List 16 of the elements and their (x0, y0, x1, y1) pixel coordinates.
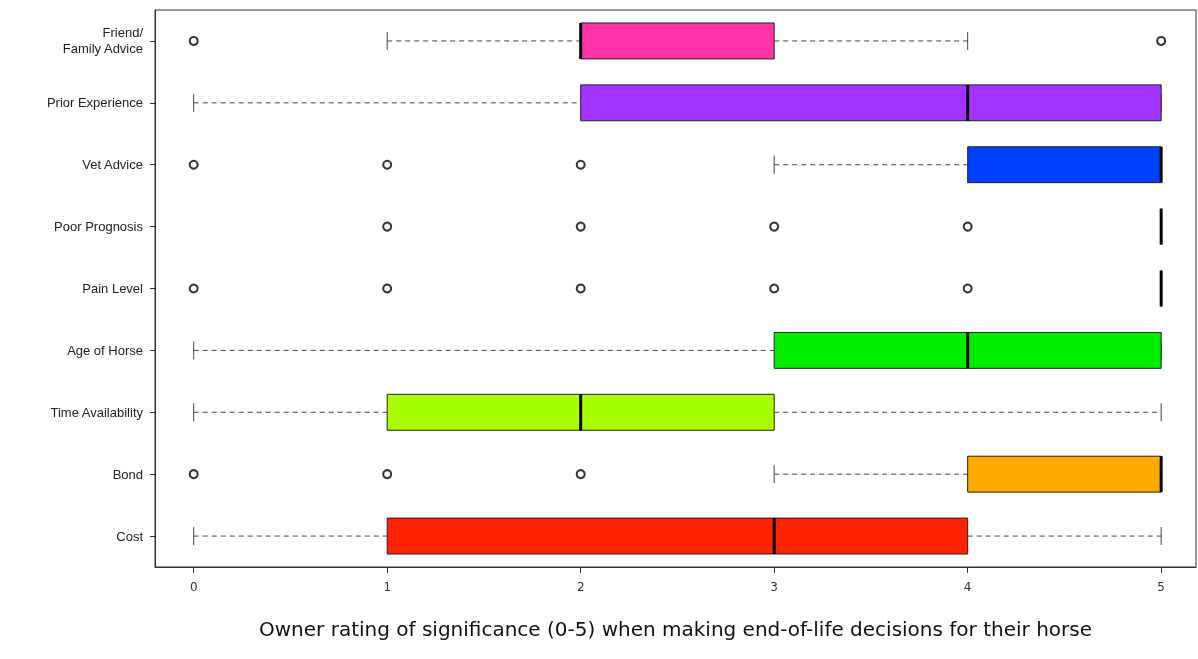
y-tick-label: Pain Level (82, 281, 144, 296)
y-tick-label: Time Availability (50, 404, 144, 420)
x-tick-label: 1 (383, 580, 392, 594)
y-tick-label: Cost (116, 528, 144, 544)
x-tick-label: 0 (189, 580, 198, 594)
x-tick-label: 2 (576, 580, 585, 594)
x-tick-label: 3 (770, 580, 778, 594)
x-tick-label: 4 (963, 580, 972, 594)
y-tick-label: Vet Advice (82, 157, 143, 173)
x-axis-title: Owner rating of significance (0-5) when making end-of-life decisions for their horse (259, 617, 1092, 641)
x-tick-label: 5 (1157, 580, 1165, 594)
y-tick-label: Prior Experience (46, 95, 143, 111)
y-tick-label: Bond (112, 466, 143, 482)
y-tick-label: Poor Prognosis (54, 219, 144, 235)
y-tick-label: Age of Horse (67, 342, 143, 358)
y-tick-label: Friend/ Family Advice (62, 25, 144, 57)
